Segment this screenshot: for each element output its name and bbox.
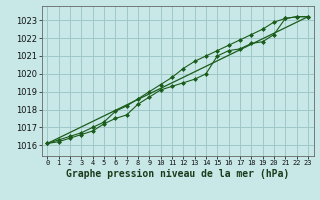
X-axis label: Graphe pression niveau de la mer (hPa): Graphe pression niveau de la mer (hPa) [66,169,289,179]
